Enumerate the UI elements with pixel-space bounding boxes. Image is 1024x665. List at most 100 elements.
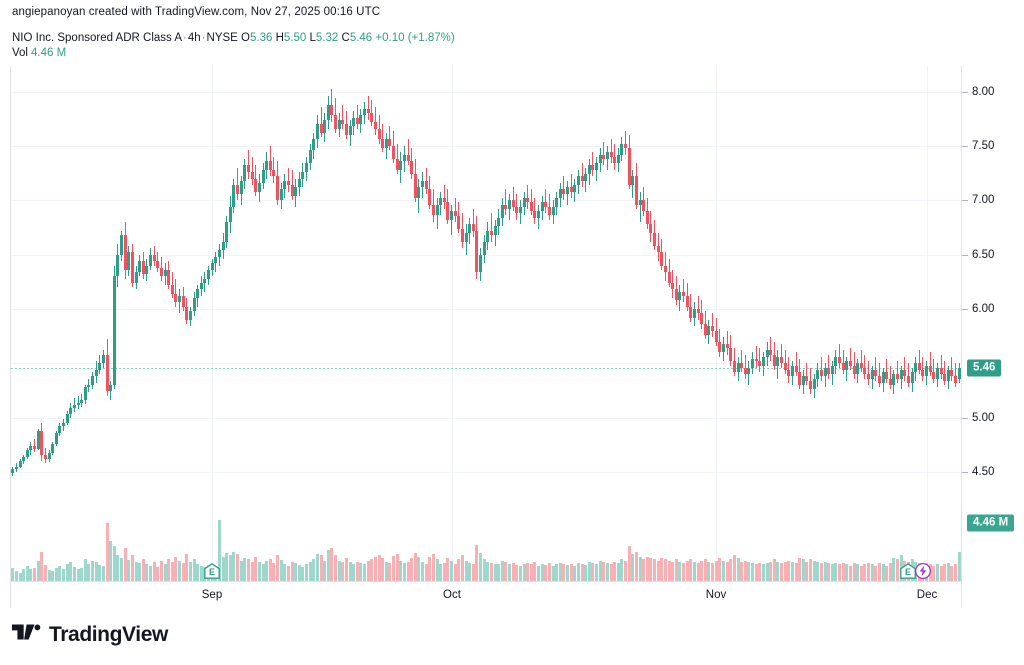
volume-bar (261, 563, 265, 581)
volume-bar (159, 561, 163, 581)
volume-bar (482, 559, 486, 581)
candle-body (558, 189, 562, 199)
volume-bar (69, 561, 73, 581)
volume-bar (870, 564, 874, 581)
volume-bar (366, 560, 370, 581)
candle-body (453, 211, 457, 216)
candle-body (265, 161, 269, 170)
price-plot-area[interactable] (11, 66, 961, 581)
candle-wick (389, 126, 391, 151)
volume-bar (558, 563, 562, 581)
volume-bar (43, 565, 47, 581)
candle-body (406, 154, 410, 162)
volume-bar (192, 559, 196, 581)
volume-bar (573, 565, 577, 581)
candle-wick (530, 189, 532, 216)
volume-bar (268, 558, 272, 581)
legend-main-row: NIO Inc. Sponsored ADR Class A·4h·NYSE O… (12, 31, 455, 46)
volume-bar (337, 561, 341, 581)
candle-wick (889, 365, 891, 390)
candle-body (888, 378, 892, 386)
candle-body (576, 176, 580, 186)
interval-label[interactable]: 4h (187, 32, 201, 44)
candle-body (515, 206, 519, 214)
volume-bar (91, 561, 95, 581)
candle-wick (382, 124, 384, 153)
candle-body (130, 252, 134, 283)
candle-body (156, 261, 160, 268)
volume-bar (848, 565, 852, 581)
candle-body (776, 356, 780, 366)
candle-body (605, 152, 609, 159)
volume-bar (217, 520, 221, 581)
time-axis[interactable]: Sep Oct Nov Dec (11, 581, 961, 608)
volume-bar (674, 559, 678, 581)
volume-bar (18, 572, 22, 581)
candle-wick (929, 352, 931, 377)
candle-wick (944, 361, 946, 386)
candle-body (638, 200, 642, 205)
volume-bar (522, 564, 526, 581)
candle-wick (904, 356, 906, 381)
candle-body (250, 172, 254, 179)
volume-bar (355, 561, 359, 581)
volume-bar (903, 560, 907, 581)
candle-body (228, 206, 232, 223)
volume-bar (370, 559, 374, 581)
volume-bar (399, 560, 403, 581)
price-tick-dash (962, 145, 968, 147)
volume-bar (228, 555, 232, 581)
volume-bar (457, 559, 461, 581)
candle-body (330, 104, 334, 116)
candle-body (649, 224, 653, 233)
volume-bar (199, 565, 203, 581)
volume-bar (584, 565, 588, 581)
candle-wick (545, 189, 547, 214)
volume-bar (711, 563, 715, 581)
volume-bar (80, 568, 84, 581)
volume-bar (660, 557, 664, 581)
price-axis[interactable]: 8.00 7.50 7.00 6.50 6.00 5.00 4.50 5.46 4.46 M (961, 66, 1015, 608)
legend-separator-2: · (201, 32, 206, 44)
candle-body (678, 291, 682, 301)
candle-body (511, 200, 515, 207)
candle-body (642, 200, 646, 212)
candle-body (769, 350, 773, 355)
symbol-name[interactable]: NIO Inc. Sponsored ADR Class A (12, 32, 183, 44)
volume-bar (384, 561, 388, 581)
candle-wick (367, 95, 369, 120)
volume-bar (819, 563, 823, 581)
candle-wick (788, 356, 790, 383)
volume-bar (330, 547, 334, 581)
volume-bar (957, 552, 961, 581)
volume-bar (700, 560, 704, 581)
time-tick-label: Sep (201, 589, 223, 601)
candle-wick (570, 174, 572, 199)
volume-bar (51, 570, 55, 581)
candle-body (707, 326, 711, 336)
candle-wick (918, 350, 920, 375)
open-label: O (241, 32, 250, 44)
volume-bar (816, 561, 820, 581)
volume-bar (518, 565, 522, 581)
close-label: C (341, 32, 350, 44)
candle-body (946, 369, 950, 381)
volume-bar (406, 561, 410, 581)
volume-bar (841, 563, 845, 581)
grid-line-horizontal (11, 472, 961, 474)
volume-bar (290, 561, 294, 581)
candle-body (830, 365, 834, 375)
volume-bar (834, 563, 838, 581)
grid-line-horizontal (11, 91, 961, 93)
candle-body (91, 376, 95, 386)
volume-bar (758, 563, 762, 581)
candle-body (718, 341, 722, 353)
candle-body (609, 152, 613, 157)
candle-body (319, 124, 323, 133)
candle-body (761, 356, 765, 366)
candle-wick (490, 213, 492, 242)
volume-bar (170, 561, 174, 581)
volume-bar (460, 555, 464, 581)
candle-body (885, 372, 889, 379)
candle-body (326, 104, 330, 120)
